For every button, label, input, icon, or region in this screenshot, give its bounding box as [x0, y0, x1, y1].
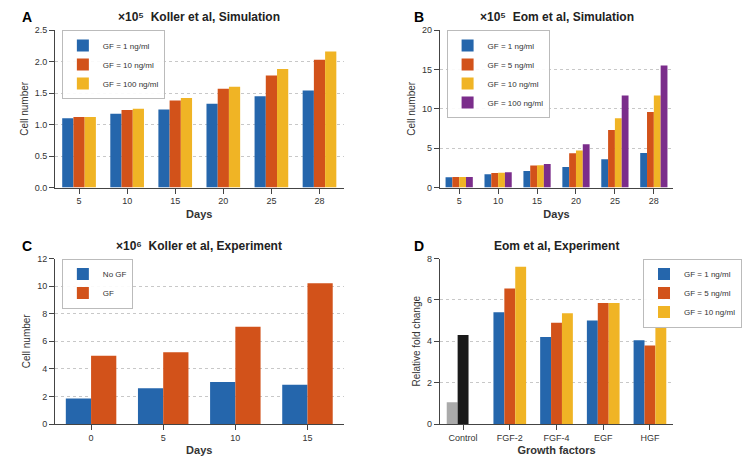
svg-text:GF = 10 ng/ml: GF = 10 ng/ml [684, 308, 735, 317]
svg-text:GF = 1 ng/ml: GF = 1 ng/ml [488, 42, 535, 51]
svg-text:15: 15 [302, 433, 312, 443]
svg-text:GF = 10 ng/ml: GF = 10 ng/ml [488, 80, 539, 89]
svg-text:5: 5 [77, 196, 82, 206]
svg-text:10: 10 [122, 196, 132, 206]
svg-text:0.5: 0.5 [35, 151, 48, 161]
svg-text:15: 15 [170, 196, 180, 206]
svg-text:C: C [22, 238, 32, 254]
svg-text:0.0: 0.0 [35, 183, 48, 193]
svg-text:2.0: 2.0 [35, 57, 48, 67]
svg-text:Eom et al, Experiment: Eom et al, Experiment [494, 239, 619, 253]
svg-text:HGF: HGF [640, 433, 660, 443]
svg-text:Cell number: Cell number [21, 314, 32, 369]
svg-text:0: 0 [427, 419, 432, 429]
svg-text:GF = 100 ng/ml: GF = 100 ng/ml [488, 99, 544, 108]
svg-text:25: 25 [610, 196, 620, 206]
svg-text:20: 20 [422, 25, 432, 35]
svg-text:5: 5 [427, 143, 432, 153]
svg-text:×10⁵ Koller et al, Simulation: ×10⁵ Koller et al, Simulation [118, 10, 280, 24]
svg-text:20: 20 [571, 196, 581, 206]
svg-text:Days: Days [186, 208, 212, 220]
svg-text:Cell number: Cell number [406, 81, 417, 136]
svg-text:20: 20 [218, 196, 228, 206]
svg-text:FGF-4: FGF-4 [544, 433, 570, 443]
svg-text:6: 6 [427, 295, 432, 305]
svg-text:B: B [414, 9, 424, 25]
svg-text:0: 0 [89, 433, 94, 443]
svg-text:10: 10 [37, 281, 47, 291]
svg-text:FGF-2: FGF-2 [497, 433, 523, 443]
svg-text:No GF: No GF [103, 270, 127, 279]
svg-text:10: 10 [493, 196, 503, 206]
svg-text:8: 8 [42, 309, 47, 319]
svg-text:5: 5 [457, 196, 462, 206]
svg-text:GF = 10 ng/ml: GF = 10 ng/ml [103, 61, 154, 70]
svg-text:GF = 100 ng/ml: GF = 100 ng/ml [103, 80, 159, 89]
svg-text:EGF: EGF [594, 433, 613, 443]
svg-text:10: 10 [422, 104, 432, 114]
svg-text:Relative fold change: Relative fold change [411, 296, 422, 387]
svg-text:1.5: 1.5 [35, 88, 48, 98]
svg-text:8: 8 [427, 254, 432, 264]
svg-text:A: A [22, 9, 32, 25]
svg-text:10: 10 [230, 433, 240, 443]
svg-text:Cell number: Cell number [19, 81, 30, 136]
svg-text:2: 2 [427, 378, 432, 388]
svg-text:2: 2 [42, 392, 47, 402]
svg-text:28: 28 [314, 196, 324, 206]
svg-text:Days: Days [543, 208, 569, 220]
svg-text:5: 5 [161, 433, 166, 443]
svg-text:Control: Control [449, 433, 478, 443]
svg-text:Growth factors: Growth factors [517, 444, 595, 456]
svg-text:GF = 5 ng/ml: GF = 5 ng/ml [684, 289, 731, 298]
svg-text:12: 12 [37, 254, 47, 264]
svg-text:4: 4 [427, 336, 432, 346]
svg-text:0: 0 [42, 419, 47, 429]
svg-text:×10⁶ Koller et al, Experiment: ×10⁶ Koller et al, Experiment [116, 239, 282, 253]
svg-text:GF = 5 ng/ml: GF = 5 ng/ml [488, 61, 535, 70]
svg-text:15: 15 [532, 196, 542, 206]
svg-text:0: 0 [427, 183, 432, 193]
svg-text:15: 15 [422, 65, 432, 75]
svg-text:25: 25 [266, 196, 276, 206]
svg-text:6: 6 [42, 336, 47, 346]
svg-text:GF: GF [103, 289, 114, 298]
svg-text:GF = 1 ng/ml: GF = 1 ng/ml [684, 270, 731, 279]
svg-text:4: 4 [42, 364, 47, 374]
svg-text:28: 28 [649, 196, 659, 206]
svg-text:GF = 1 ng/ml: GF = 1 ng/ml [103, 42, 150, 51]
svg-text:2.5: 2.5 [35, 25, 48, 35]
svg-text:1.0: 1.0 [35, 120, 48, 130]
svg-text:Days: Days [186, 444, 212, 456]
svg-text:×10⁵ Eom et al, Simulation: ×10⁵ Eom et al, Simulation [480, 10, 634, 24]
svg-text:D: D [414, 238, 424, 254]
